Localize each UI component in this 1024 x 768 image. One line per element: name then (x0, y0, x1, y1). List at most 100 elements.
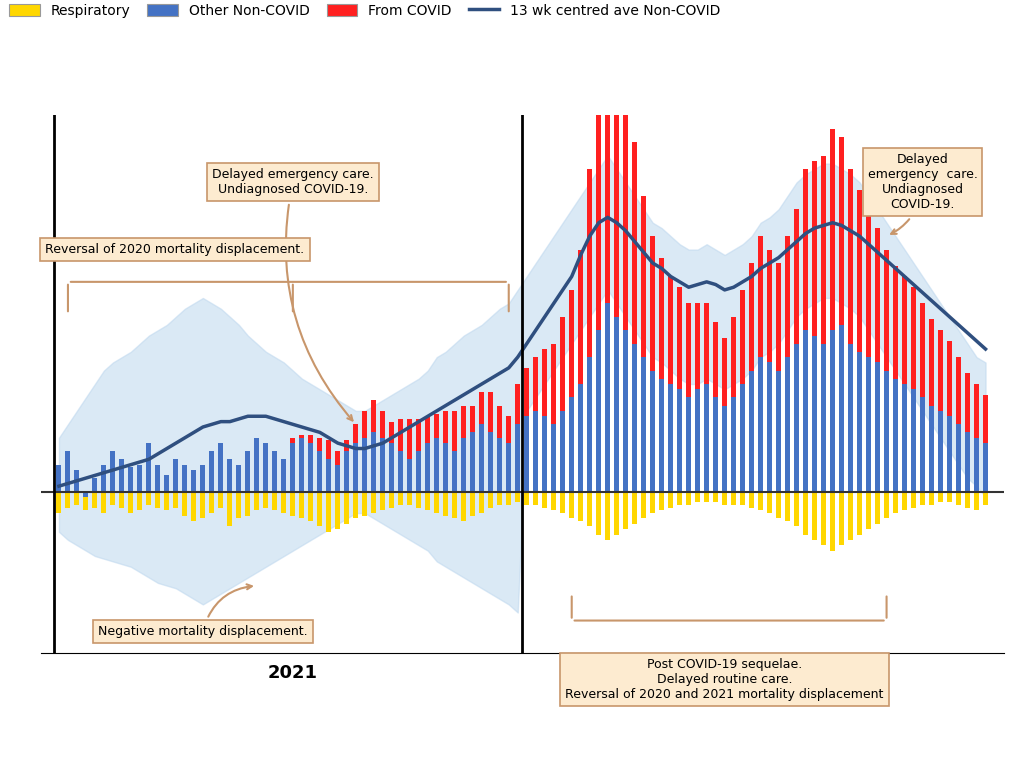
Bar (398, 419, 403, 452)
Bar (156, 465, 161, 492)
Bar (443, 443, 449, 492)
Bar (461, 438, 466, 492)
Bar (479, 392, 484, 424)
Bar (299, 492, 304, 518)
Bar (686, 492, 691, 505)
Bar (938, 411, 943, 492)
Bar (209, 492, 214, 513)
Bar (812, 336, 817, 492)
Bar (587, 169, 592, 357)
Bar (543, 492, 547, 508)
Bar (686, 303, 691, 398)
Bar (272, 492, 278, 510)
Bar (534, 492, 539, 505)
Bar (713, 492, 718, 502)
Bar (308, 492, 313, 521)
Bar (812, 161, 817, 336)
Bar (893, 266, 898, 379)
Bar (641, 357, 646, 492)
Bar (551, 492, 556, 510)
Bar (479, 492, 484, 513)
Bar (335, 492, 340, 529)
Legend: Respiratory, Other Non-COVID, From COVID, 13 wk centred ave Non-COVID: Respiratory, Other Non-COVID, From COVID… (9, 4, 721, 18)
Bar (515, 424, 520, 492)
Bar (579, 250, 584, 384)
Bar (758, 492, 763, 510)
Bar (983, 443, 988, 492)
Bar (921, 492, 925, 505)
Bar (669, 384, 673, 492)
Bar (506, 492, 511, 505)
Bar (731, 317, 736, 398)
Bar (713, 323, 718, 398)
Bar (75, 492, 80, 505)
Bar (650, 371, 655, 492)
Bar (156, 492, 161, 508)
Bar (830, 492, 835, 551)
Bar (344, 441, 349, 452)
Bar (524, 416, 529, 492)
Bar (146, 443, 152, 492)
Bar (795, 492, 799, 527)
Bar (308, 435, 313, 443)
Bar (893, 379, 898, 492)
Bar (201, 492, 206, 518)
Bar (488, 492, 494, 508)
Bar (443, 492, 449, 516)
Bar (362, 492, 368, 516)
Bar (362, 438, 368, 492)
Bar (740, 384, 745, 492)
Bar (173, 459, 178, 492)
Bar (776, 371, 781, 492)
Bar (551, 344, 556, 424)
Bar (641, 492, 646, 518)
Bar (839, 137, 844, 325)
Bar (254, 492, 259, 510)
Bar (821, 344, 826, 492)
Text: Post COVID-19 sequelae.
Delayed routine care.
Reversal of 2020 and 2021 mortalit: Post COVID-19 sequelae. Delayed routine … (565, 658, 884, 701)
Bar (408, 459, 413, 492)
Bar (965, 373, 970, 432)
Bar (66, 452, 71, 492)
Bar (956, 424, 961, 492)
Bar (66, 492, 71, 508)
Bar (551, 424, 556, 492)
Bar (434, 438, 439, 492)
Bar (165, 475, 169, 492)
Bar (605, 492, 610, 540)
Bar (983, 492, 988, 505)
Bar (398, 452, 403, 492)
Bar (705, 303, 710, 384)
Bar (182, 492, 187, 516)
Bar (911, 389, 916, 492)
Bar (650, 237, 655, 371)
Bar (299, 438, 304, 492)
Bar (353, 424, 358, 443)
Bar (866, 357, 871, 492)
Bar (191, 492, 197, 521)
Bar (587, 357, 592, 492)
Bar (380, 411, 385, 438)
Bar (408, 492, 413, 505)
Bar (425, 416, 430, 443)
Bar (291, 438, 295, 443)
Bar (146, 492, 152, 505)
Bar (624, 88, 628, 330)
Bar (282, 459, 287, 492)
Bar (776, 492, 781, 518)
Bar (237, 465, 242, 492)
Bar (947, 492, 952, 502)
Bar (624, 330, 628, 492)
Bar (227, 459, 232, 492)
Bar (425, 443, 430, 492)
Bar (237, 492, 242, 518)
Bar (866, 492, 871, 529)
Bar (596, 88, 601, 330)
Bar (785, 357, 791, 492)
Bar (543, 349, 547, 416)
Bar (911, 287, 916, 389)
Bar (182, 465, 187, 492)
Bar (344, 492, 349, 524)
Bar (569, 398, 574, 492)
Bar (983, 395, 988, 443)
